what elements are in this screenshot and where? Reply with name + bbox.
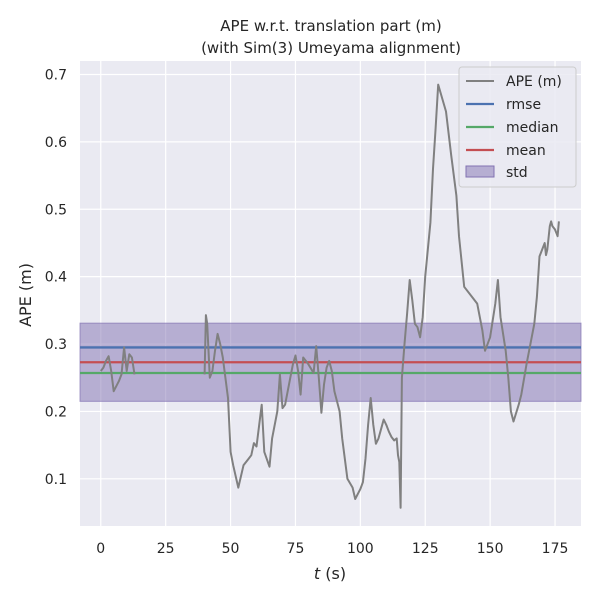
legend-label-mean: mean xyxy=(506,143,546,159)
y-tick-label: 0.2 xyxy=(45,404,67,420)
legend-box xyxy=(458,66,577,188)
chart-title-line2: (with Sim(3) Umeyama alignment) xyxy=(201,39,461,57)
legend-swatch-std xyxy=(465,165,495,178)
x-tick-labels: 0 25 50 75 100 125 150 175 xyxy=(96,541,568,557)
ape-series-line xyxy=(100,346,136,393)
y-tick-label: 0.1 xyxy=(45,472,67,488)
y-tick-label: 0.5 xyxy=(45,202,67,218)
x-axis-label: t (s) xyxy=(314,564,346,583)
y-axis-label: APE (m) xyxy=(16,263,35,327)
x-axis-var: t xyxy=(314,564,321,583)
x-tick-label: 125 xyxy=(412,541,439,557)
x-axis-unit: (s) xyxy=(320,564,346,583)
legend: APE (m) rmse median mean std xyxy=(458,66,577,188)
x-tick-label: 25 xyxy=(157,541,175,557)
y-tick-label: 0.7 xyxy=(45,67,67,83)
x-tick-label: 50 xyxy=(222,541,240,557)
y-tick-label: 0.3 xyxy=(45,337,67,353)
legend-label-median: median xyxy=(506,120,558,136)
y-tick-labels: 0.1 0.2 0.3 0.4 0.5 0.6 0.7 xyxy=(45,67,67,487)
legend-label-rmse: rmse xyxy=(506,97,541,113)
x-tick-label: 0 xyxy=(96,541,105,557)
legend-label-std: std xyxy=(506,165,528,181)
x-tick-label: 175 xyxy=(542,541,569,557)
chart-title-line1: APE w.r.t. translation part (m) xyxy=(220,17,441,35)
y-tick-label: 0.4 xyxy=(45,270,67,286)
x-tick-label: 75 xyxy=(287,541,305,557)
ape-series xyxy=(100,83,560,509)
legend-label-ape: APE (m) xyxy=(506,74,562,90)
y-tick-label: 0.6 xyxy=(45,135,67,151)
x-tick-label: 100 xyxy=(347,541,374,557)
ape-series-line xyxy=(203,83,560,509)
x-tick-label: 150 xyxy=(477,541,504,557)
